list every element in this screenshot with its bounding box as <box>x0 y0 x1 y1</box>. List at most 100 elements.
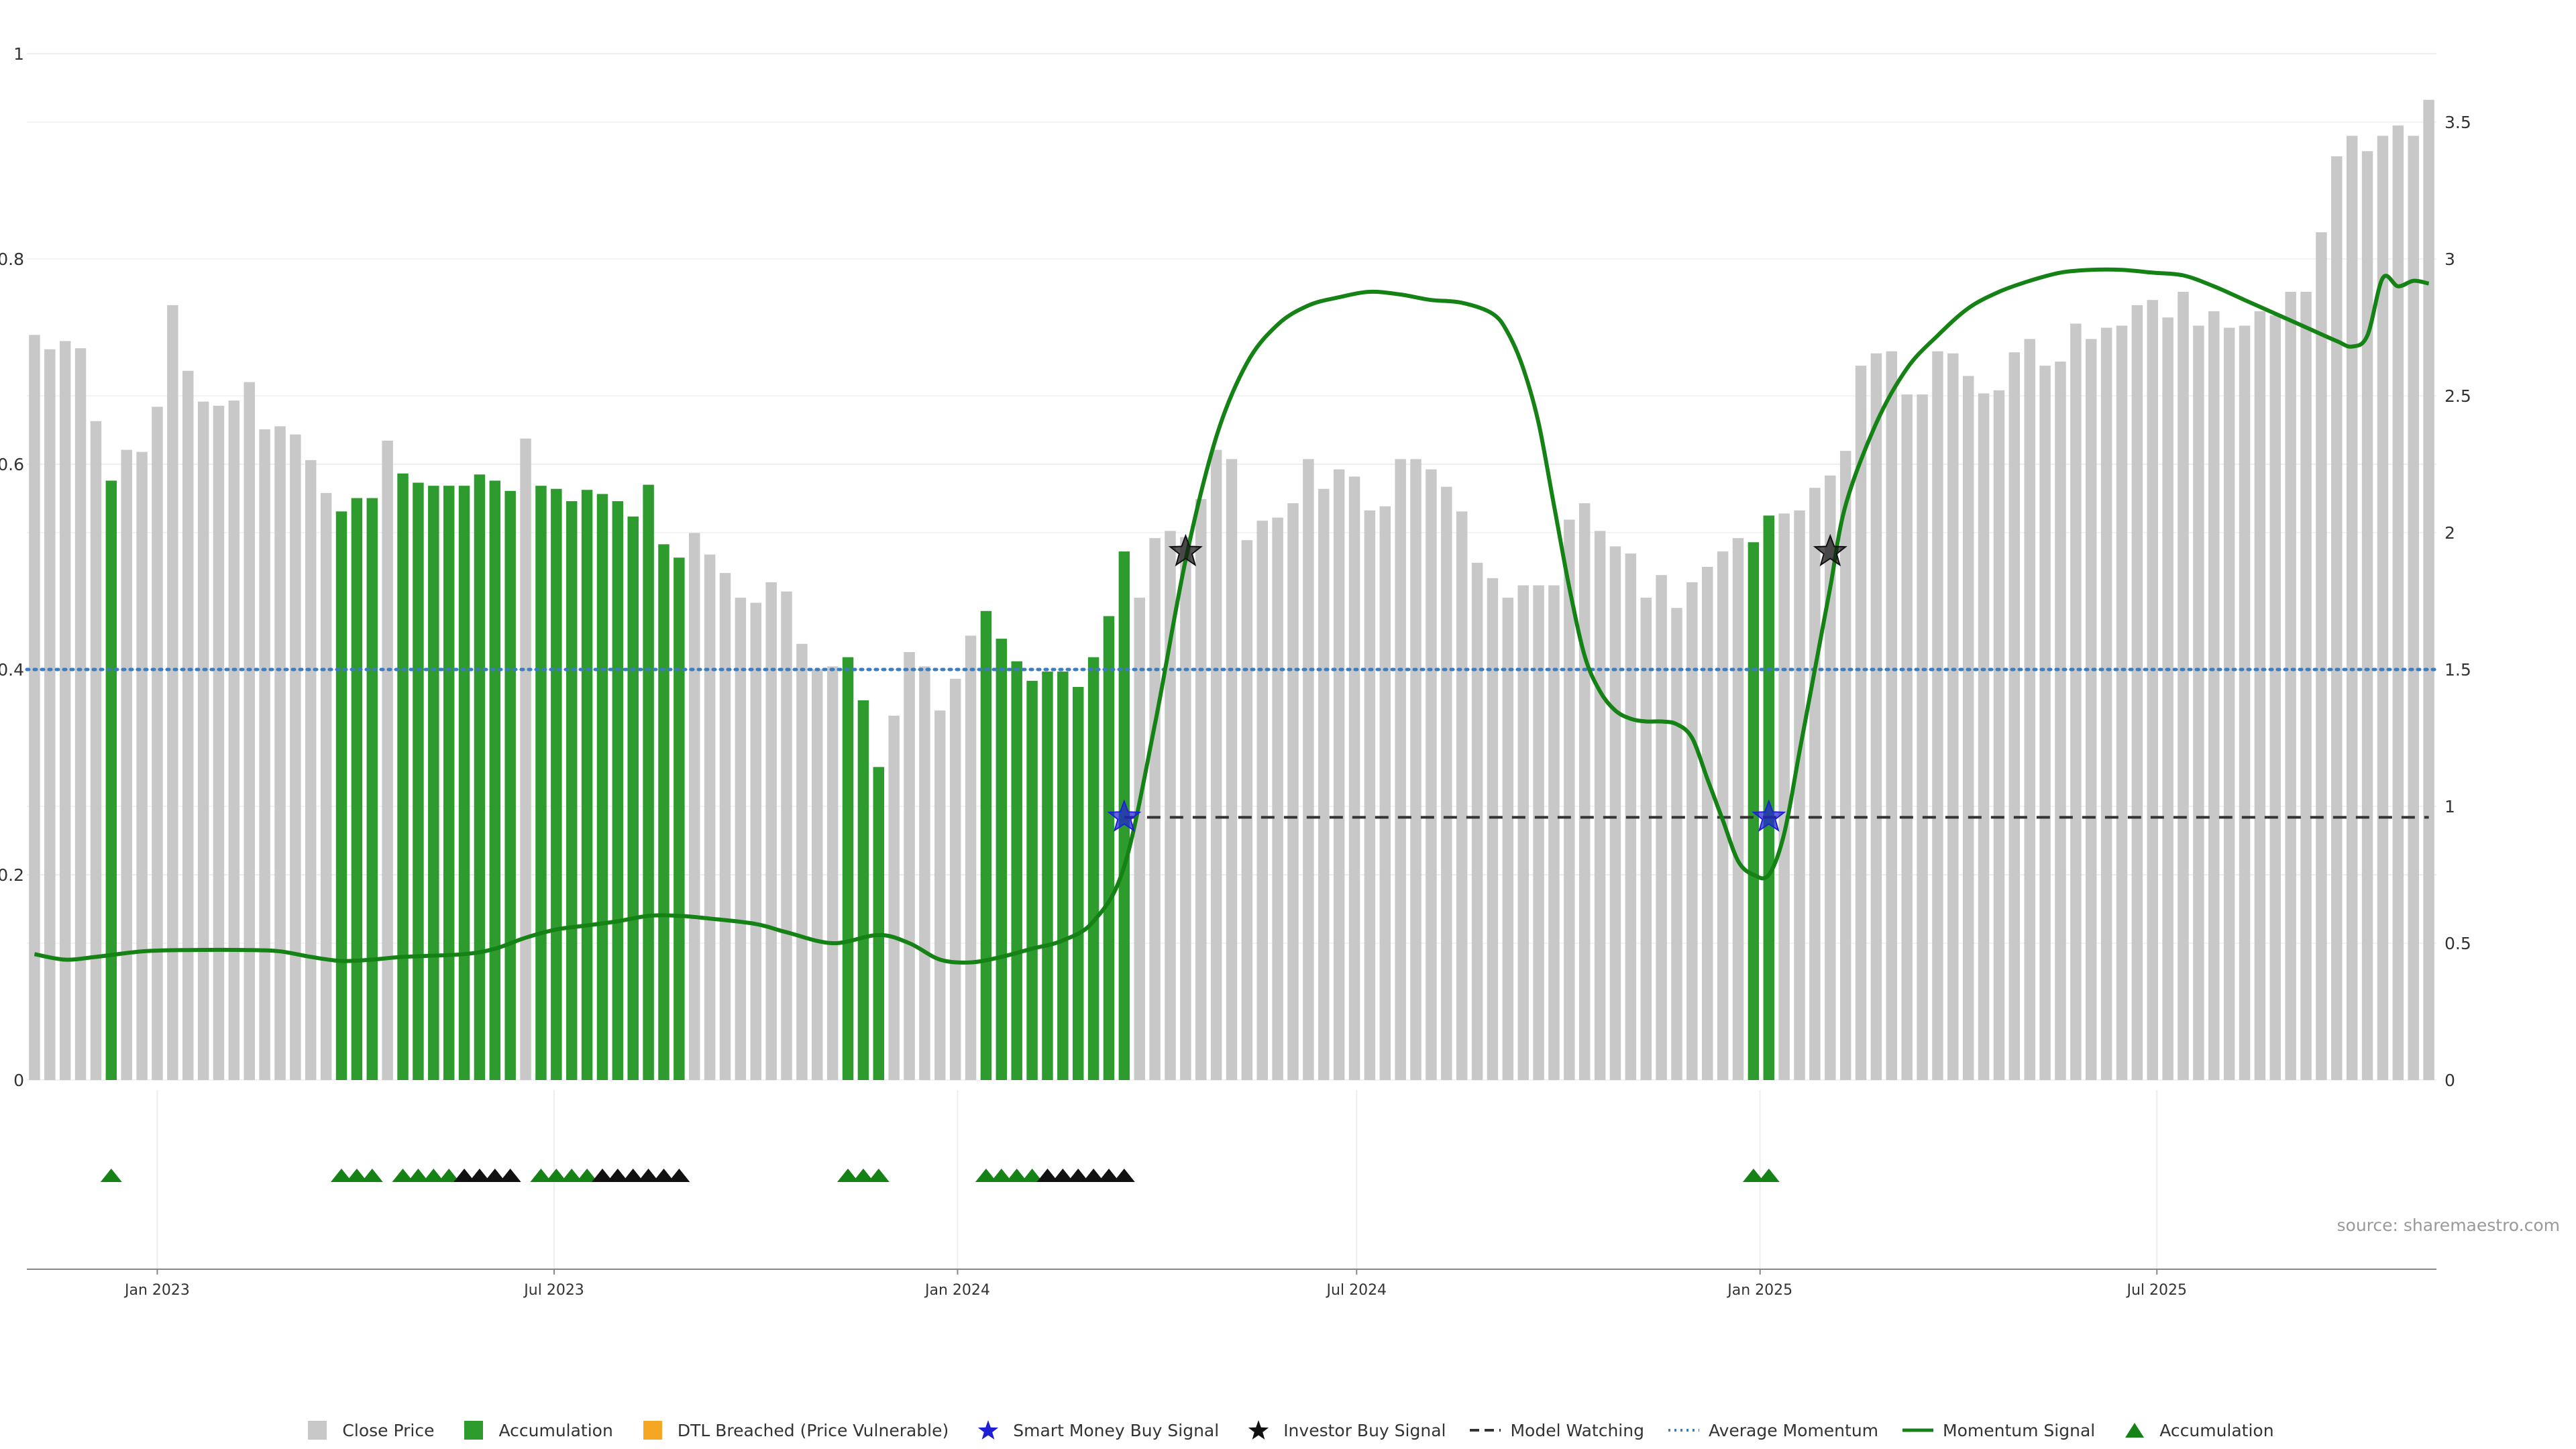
accumulation-bar <box>581 490 593 1080</box>
close-price-bar <box>1502 597 1514 1080</box>
close-price-bar <box>919 666 930 1080</box>
close-price-bar <box>320 492 332 1080</box>
accumulation-bar <box>612 501 624 1080</box>
close-price-bar <box>1978 393 1990 1080</box>
investor-buy-star <box>1813 533 1847 567</box>
left-y-tick-label: 0.2 <box>0 865 24 885</box>
legend-label: Smart Money Buy Signal <box>1013 1420 1220 1440</box>
close-price-bar <box>1901 394 1913 1080</box>
close-price-bar <box>290 434 301 1080</box>
accumulation-triangle <box>100 1169 122 1182</box>
close-price-bar <box>1855 366 1867 1080</box>
close-price-bar <box>2085 339 2097 1081</box>
signal-triangle-black <box>1098 1169 1120 1182</box>
accumulation-triangle <box>331 1169 352 1182</box>
legend-item: Close Price <box>302 1420 434 1440</box>
close-price-bar <box>2070 323 2082 1080</box>
close-price-bar <box>2361 151 2373 1081</box>
close-price-bar <box>765 582 777 1080</box>
close-price-bar <box>1932 351 1943 1081</box>
dotted-line-icon <box>1668 1420 1699 1440</box>
close-price-bar <box>2116 325 2128 1081</box>
close-price-bar <box>520 438 531 1080</box>
smart-money-buy-star <box>1107 799 1142 833</box>
close-price-bar <box>934 710 946 1080</box>
lines-layer <box>25 267 2438 965</box>
close-price-bar <box>259 429 270 1080</box>
signal-triangle-black <box>1036 1169 1059 1182</box>
close-price-bar <box>2254 311 2266 1080</box>
close-price-bar <box>2316 232 2327 1081</box>
close-price-bar <box>1348 476 1360 1080</box>
close-price-bar <box>688 533 700 1080</box>
close-price-bar <box>2300 291 2312 1081</box>
legend-item: DTL Breached (Price Vulnerable) <box>637 1420 949 1440</box>
accumulation-bar <box>1072 687 1084 1080</box>
accumulation-bar <box>1748 542 1760 1080</box>
accumulation-bar <box>1011 661 1022 1080</box>
right-y-tick-label: 0 <box>2445 1071 2455 1090</box>
close-price-bar <box>1256 521 1268 1080</box>
close-price-bar <box>1241 540 1253 1080</box>
accumulation-bar <box>474 474 486 1080</box>
close-price-bar <box>2055 362 2066 1080</box>
close-price-bar <box>274 426 286 1080</box>
momentum-signal-line <box>34 267 2430 965</box>
close-price-bar <box>704 554 716 1080</box>
accumulation-triangle <box>852 1169 874 1182</box>
close-price-bar <box>965 635 977 1080</box>
close-price-bar <box>1609 546 1621 1080</box>
axes-layer: 0 0.2 0.4 0.6 0.8 1 0 0.5 1 1.5 2 2.5 3 3.5 Jan 2023 Ju… <box>0 44 2471 1299</box>
signal-triangle-black <box>499 1169 521 1182</box>
close-price-bar <box>1471 562 1483 1080</box>
close-price-bar <box>1487 578 1499 1080</box>
signal-triangle-black <box>668 1169 690 1182</box>
close-price-bar <box>2131 305 2143 1081</box>
right-y-tick-label: 2 <box>2445 523 2455 543</box>
star-icon <box>973 1420 1004 1440</box>
accumulation-triangle <box>867 1169 890 1182</box>
left-y-tick-label: 0.8 <box>0 250 24 269</box>
accumulation-bar <box>1103 616 1115 1080</box>
legend-item: Average Momentum <box>1668 1420 1878 1440</box>
close-price-bar <box>2408 136 2419 1080</box>
legend-label: DTL Breached (Price Vulnerable) <box>677 1420 949 1440</box>
accumulation-triangle <box>345 1169 368 1182</box>
right-y-tick-label: 3.5 <box>2445 113 2471 132</box>
close-price-bar <box>1134 597 1145 1080</box>
source-label: source: sharemaestro.com <box>2337 1216 2561 1235</box>
accumulation-bar <box>335 511 347 1080</box>
close-price-bar <box>1364 510 1376 1080</box>
legend-item: Accumulation <box>2119 1420 2274 1440</box>
close-price-bar <box>1210 449 1222 1080</box>
close-price-bar <box>1825 475 1836 1080</box>
close-price-bar <box>1809 488 1821 1080</box>
close-price-bar <box>735 597 747 1080</box>
accumulation-triangle <box>361 1169 383 1182</box>
close-price-bar <box>2008 352 2021 1080</box>
close-price-bar <box>29 335 40 1081</box>
accumulation-triangle <box>407 1169 429 1182</box>
left-y-tick-label: 0.4 <box>0 660 24 680</box>
close-price-bar <box>888 715 900 1080</box>
signal-triangle-black <box>606 1169 629 1182</box>
close-price-bar <box>121 449 132 1080</box>
accumulation-triangle <box>545 1169 568 1182</box>
square-icon <box>302 1420 333 1440</box>
signal-triangle-black <box>1113 1169 1135 1182</box>
close-price-bar <box>197 401 209 1080</box>
accumulation-triangle <box>1021 1169 1043 1182</box>
square-icon <box>458 1420 489 1440</box>
close-price-bar <box>382 440 393 1080</box>
signal-triangle-black <box>637 1169 659 1182</box>
accumulation-bar <box>413 482 424 1080</box>
close-price-bar <box>1441 486 1452 1080</box>
close-price-bar <box>59 341 71 1080</box>
accumulation-bar <box>1042 672 1053 1080</box>
close-price-bar <box>182 370 194 1080</box>
close-price-bar <box>750 602 761 1080</box>
close-price-bar <box>1671 608 1682 1080</box>
close-price-bar <box>244 382 255 1080</box>
left-y-tick-label: 1 <box>13 44 24 64</box>
accumulation-bar <box>458 486 470 1080</box>
